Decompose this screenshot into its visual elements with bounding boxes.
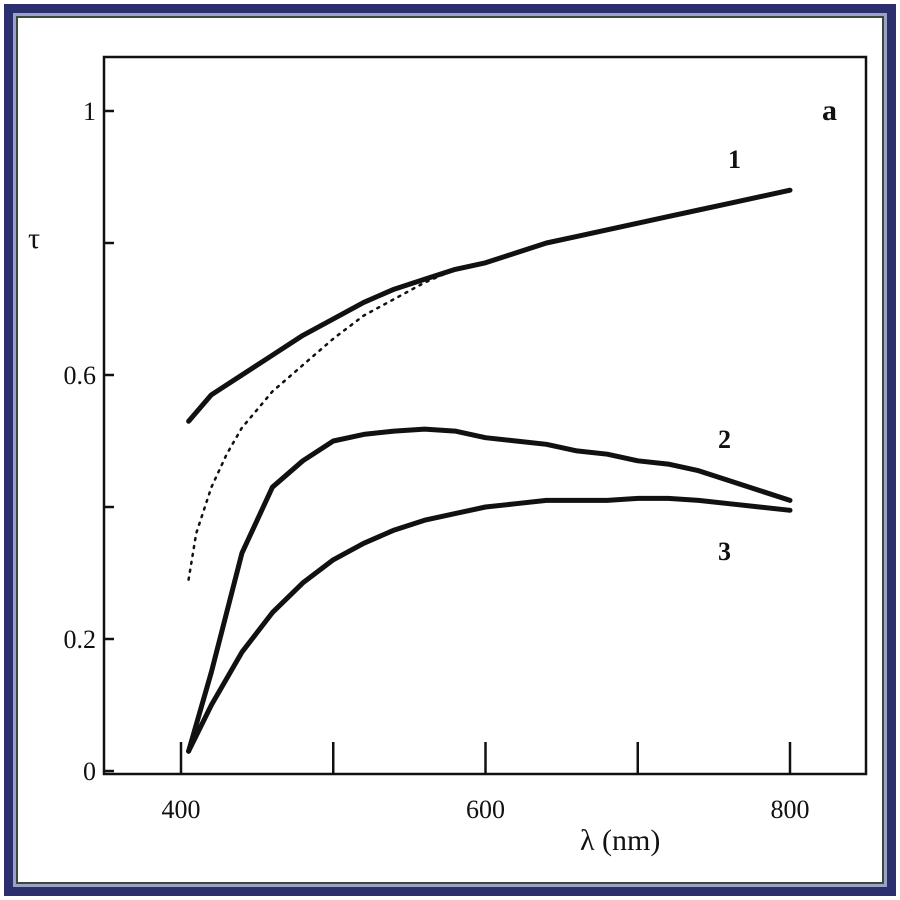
- x-tick-label-400: 400: [162, 795, 201, 824]
- panel-label: a: [822, 94, 837, 127]
- x-axis-ticks: 400 600 800: [162, 742, 810, 824]
- y-tick-label-0.2: 0.2: [64, 625, 97, 654]
- y-tick-label-1: 1: [83, 97, 96, 126]
- series-line-2: [186, 426, 793, 754]
- x-tick-label-800: 800: [771, 795, 810, 824]
- series-dotted-line: [187, 268, 457, 581]
- y-tick-label-0.6: 0.6: [64, 361, 97, 390]
- x-tick-label-600: 600: [466, 795, 505, 824]
- series-label-2: 2: [718, 425, 731, 454]
- window-frame: [4, 4, 896, 896]
- y-axis-ticks: 0 0.2 0.6 1: [64, 97, 114, 786]
- plot-area-border: [102, 55, 868, 776]
- series-layer: [186, 187, 793, 754]
- series-label-1: 1: [728, 145, 741, 174]
- series-label-3: 3: [718, 537, 731, 566]
- y-axis-title: τ: [28, 222, 40, 255]
- x-axis-title: λ (nm): [580, 824, 660, 857]
- series-labels: 1 2 3: [718, 145, 741, 566]
- y-tick-label-0: 0: [83, 757, 96, 786]
- series-line-1: [186, 187, 793, 424]
- series-line-3: [186, 495, 793, 754]
